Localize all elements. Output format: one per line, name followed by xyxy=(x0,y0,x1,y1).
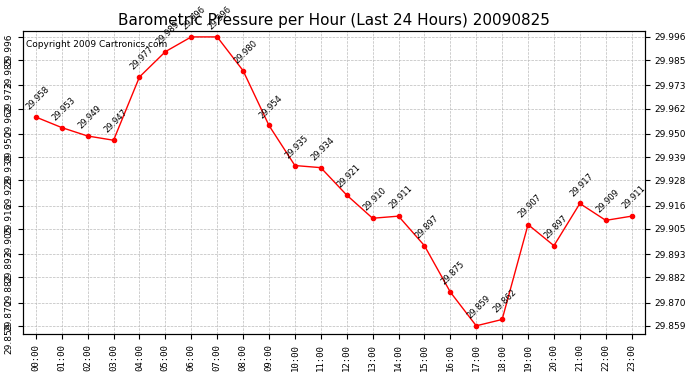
Text: 29.910: 29.910 xyxy=(362,186,388,213)
Text: 29.862: 29.862 xyxy=(491,287,518,314)
Title: Barometric Pressure per Hour (Last 24 Hours) 20090825: Barometric Pressure per Hour (Last 24 Ho… xyxy=(118,13,550,28)
Text: 29.980: 29.980 xyxy=(232,38,259,65)
Text: 29.875: 29.875 xyxy=(440,260,466,286)
Text: 29.935: 29.935 xyxy=(284,133,310,160)
Text: 29.909: 29.909 xyxy=(595,188,622,215)
Text: 29.949: 29.949 xyxy=(77,104,104,130)
Text: 29.953: 29.953 xyxy=(50,95,77,122)
Text: 29.921: 29.921 xyxy=(335,163,362,189)
Text: 29.917: 29.917 xyxy=(569,171,595,198)
Text: 29.996: 29.996 xyxy=(206,4,233,32)
Text: 29.954: 29.954 xyxy=(258,93,285,120)
Text: 29.958: 29.958 xyxy=(25,85,52,111)
Text: 29.934: 29.934 xyxy=(310,135,337,162)
Text: 29.947: 29.947 xyxy=(102,108,129,135)
Text: 29.989: 29.989 xyxy=(155,19,181,46)
Text: 29.907: 29.907 xyxy=(517,192,544,219)
Text: 29.977: 29.977 xyxy=(128,45,155,71)
Text: 29.897: 29.897 xyxy=(413,213,440,240)
Text: 29.859: 29.859 xyxy=(465,293,492,320)
Text: 29.996: 29.996 xyxy=(180,4,207,32)
Text: 29.911: 29.911 xyxy=(387,184,414,211)
Text: 29.911: 29.911 xyxy=(620,184,647,211)
Text: Copyright 2009 Cartronics.com: Copyright 2009 Cartronics.com xyxy=(26,40,167,49)
Text: 29.897: 29.897 xyxy=(543,213,570,240)
